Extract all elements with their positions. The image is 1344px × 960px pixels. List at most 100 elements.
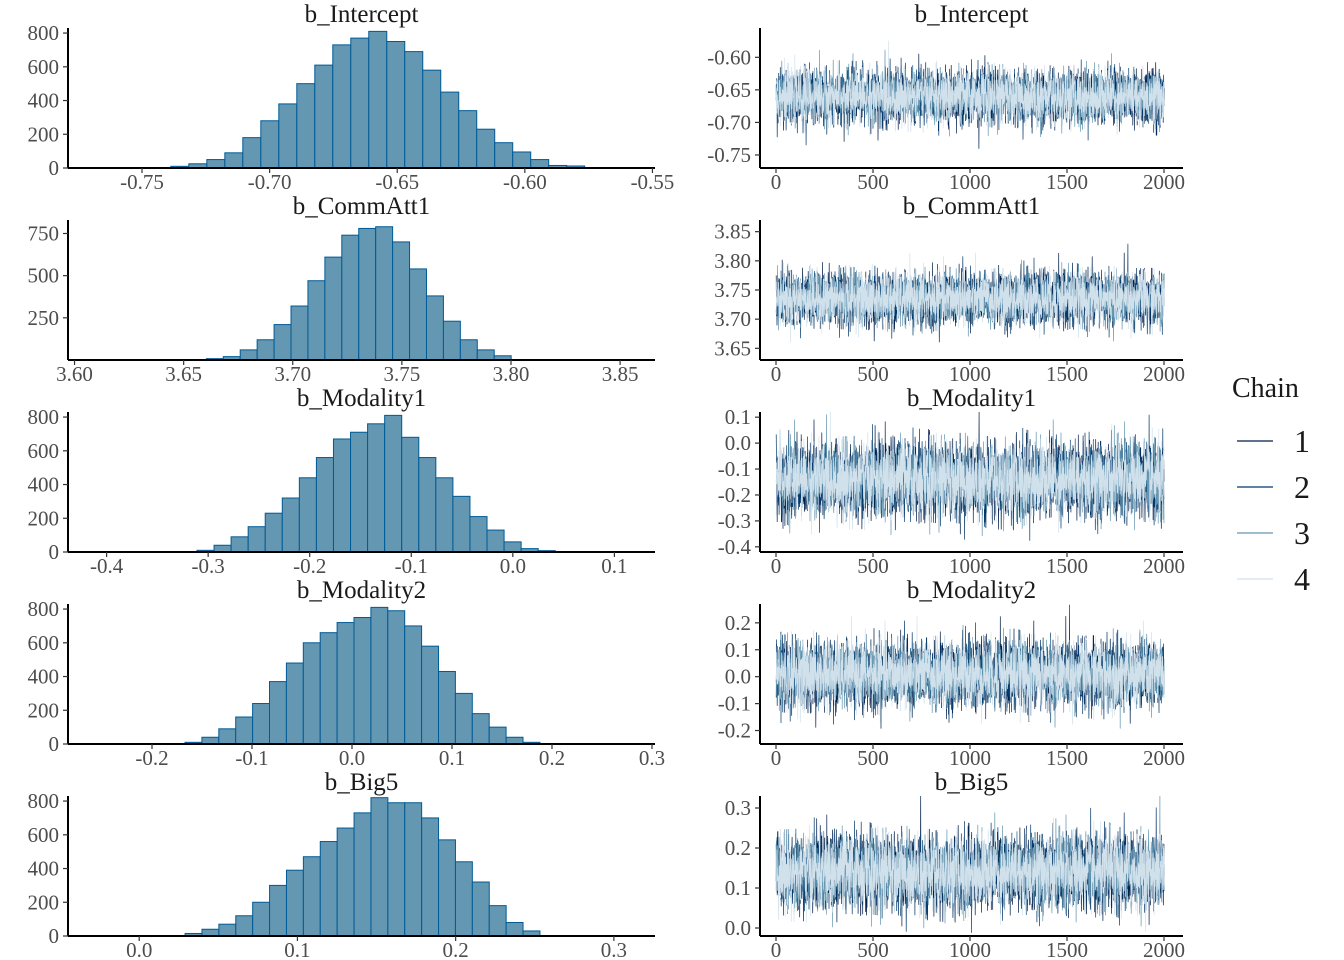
hist-bar — [264, 512, 283, 553]
y-tick-label: -0.3 — [718, 509, 751, 533]
x-tick-label: 1500 — [1046, 746, 1088, 770]
x-tick-label: -0.70 — [248, 170, 292, 194]
x-tick-label: 3.65 — [165, 362, 202, 386]
y-tick-label: -0.65 — [707, 78, 751, 102]
x-tick-label: 500 — [857, 746, 889, 770]
hist-bar — [438, 839, 456, 937]
y-tick-label: 0 — [49, 924, 60, 948]
x-tick-label: 0 — [771, 554, 782, 578]
hist-title: b_Modality1 — [297, 385, 426, 412]
x-tick-label: -0.75 — [120, 170, 164, 194]
x-tick-label: 3.75 — [383, 362, 420, 386]
y-tick-label: 800 — [28, 405, 60, 429]
x-tick-label: 2000 — [1143, 554, 1185, 578]
legend-label-chain-3: 3 — [1294, 515, 1310, 551]
y-tick-label: 800 — [28, 789, 60, 813]
hist-bar — [353, 616, 372, 745]
hist-bar — [350, 431, 369, 553]
x-tick-label: 2000 — [1143, 746, 1185, 770]
chain-4-trace — [775, 616, 1165, 725]
x-tick-label: 3.85 — [602, 362, 639, 386]
hist-bar — [387, 802, 406, 937]
y-tick-label: -0.2 — [718, 483, 751, 507]
panel-b_Intercept: b_Intercept -0.75 -0.70 -0.65 -0.60 -0.55 0 200… — [28, 1, 1186, 194]
x-tick-label: 500 — [857, 170, 889, 194]
hist-bar — [452, 495, 471, 553]
hist-bar — [512, 151, 532, 169]
hist-bar — [440, 91, 460, 169]
hist-bar — [476, 349, 495, 361]
x-tick-label: -0.65 — [375, 170, 419, 194]
x-tick-label: 0.2 — [443, 938, 469, 960]
hist-bar — [375, 226, 394, 361]
x-tick-label: 3.60 — [56, 362, 93, 386]
chain-4-trace — [775, 40, 1165, 136]
x-tick-label: 0.0 — [126, 938, 152, 960]
hist-bar — [404, 802, 423, 937]
y-tick-label: 0.0 — [725, 916, 751, 940]
hist-bar — [278, 103, 298, 169]
x-tick-label: 1500 — [1046, 938, 1088, 960]
hist-title: b_CommAtt1 — [293, 193, 431, 220]
hist-bar — [247, 526, 266, 553]
y-tick-label: 600 — [28, 439, 60, 463]
hist-bar — [296, 83, 316, 169]
hist-bar — [505, 736, 524, 745]
hist-bar — [269, 884, 287, 937]
hist-bar — [442, 320, 461, 361]
y-tick-label: 3.85 — [714, 220, 751, 244]
hist-bar — [370, 797, 389, 937]
y-tick-label: 0.1 — [725, 405, 751, 429]
hist-bar — [285, 662, 304, 745]
y-tick-label: 800 — [28, 21, 60, 45]
hist-bar — [353, 812, 372, 937]
hist-bar — [454, 861, 473, 937]
y-tick-label: 200 — [28, 890, 60, 914]
hist-bar — [319, 632, 338, 745]
x-tick-label: 2000 — [1143, 938, 1185, 960]
y-tick-label: -0.60 — [707, 45, 751, 69]
hist-bar — [458, 110, 478, 169]
y-tick-label: 0 — [49, 156, 60, 180]
hist-bar — [401, 436, 420, 553]
x-tick-label: -0.1 — [235, 746, 268, 770]
hist-bar — [239, 349, 258, 361]
y-tick-label: 3.70 — [714, 307, 751, 331]
hist-bar — [367, 423, 386, 553]
hist-bar — [332, 44, 352, 169]
x-tick-label: 2000 — [1143, 362, 1185, 386]
hist-bar — [319, 841, 338, 937]
y-tick-label: 0.1 — [725, 876, 751, 900]
hist-bar — [530, 159, 550, 169]
hist-bar — [235, 915, 254, 937]
x-tick-label: 0 — [771, 746, 782, 770]
hist-bar — [224, 152, 244, 169]
x-tick-label: 0 — [771, 938, 782, 960]
hist-bar — [314, 64, 334, 169]
y-tick-label: -0.2 — [718, 719, 751, 743]
hist-bar — [505, 922, 524, 937]
panel-b_Modality2: b_Modality2 -0.2 -0.1 0.0 0.1 0.2 0.3 0 200 400 60… — [28, 577, 1186, 770]
hist-bar — [421, 645, 440, 745]
hist-bar — [290, 305, 309, 361]
legend-label-chain-2: 2 — [1294, 469, 1310, 505]
x-tick-label: 3.80 — [493, 362, 530, 386]
y-tick-label: 3.80 — [714, 249, 751, 273]
hist-bar — [370, 606, 389, 745]
hist-bar — [260, 120, 280, 169]
x-tick-label: 2000 — [1143, 170, 1185, 194]
y-tick-label: 800 — [28, 597, 60, 621]
x-tick-label: 0.1 — [439, 746, 465, 770]
x-tick-label: 0.1 — [601, 554, 627, 578]
x-tick-label: 0.0 — [500, 554, 526, 578]
hist-bar — [404, 625, 423, 745]
chain-4-trace — [775, 252, 1165, 343]
x-tick-label: 500 — [857, 362, 889, 386]
y-tick-label: 0.0 — [725, 665, 751, 689]
x-tick-label: 1000 — [949, 554, 991, 578]
y-tick-label: 750 — [28, 221, 60, 245]
hist-bar — [392, 241, 411, 361]
hist-bar — [358, 227, 377, 361]
hist-bar — [488, 905, 507, 937]
hist-bar — [438, 670, 456, 745]
